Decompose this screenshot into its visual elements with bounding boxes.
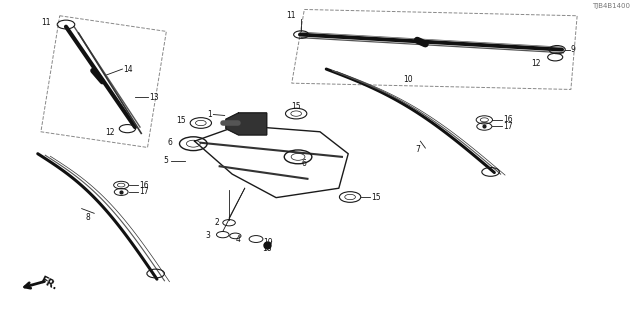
Text: 6: 6: [168, 138, 173, 147]
Text: 15: 15: [371, 193, 381, 202]
Text: 8: 8: [86, 212, 90, 221]
Text: 2: 2: [215, 218, 220, 227]
Text: 12: 12: [532, 59, 541, 68]
Text: 9: 9: [571, 45, 576, 54]
Text: FR.: FR.: [38, 275, 58, 292]
Text: 14: 14: [124, 65, 133, 74]
Text: 4: 4: [236, 236, 240, 244]
Text: 5: 5: [163, 156, 168, 165]
Text: 17: 17: [503, 122, 513, 131]
Text: 13: 13: [148, 93, 158, 102]
Text: 11: 11: [41, 18, 51, 27]
Text: 16: 16: [503, 115, 513, 124]
Text: TJB4B1400: TJB4B1400: [593, 4, 630, 10]
Text: 7: 7: [415, 145, 420, 154]
Text: 19: 19: [264, 238, 273, 247]
Polygon shape: [226, 113, 267, 135]
Text: 1: 1: [207, 110, 212, 119]
Text: 15: 15: [176, 116, 186, 125]
Text: 6: 6: [301, 159, 306, 168]
Text: 18: 18: [262, 244, 271, 253]
Text: 16: 16: [140, 180, 149, 189]
Text: 15: 15: [291, 101, 301, 111]
Text: 17: 17: [140, 188, 149, 196]
Text: 10: 10: [403, 75, 413, 84]
Text: 3: 3: [205, 231, 211, 240]
Text: 11: 11: [287, 11, 296, 20]
Text: 12: 12: [105, 128, 115, 137]
